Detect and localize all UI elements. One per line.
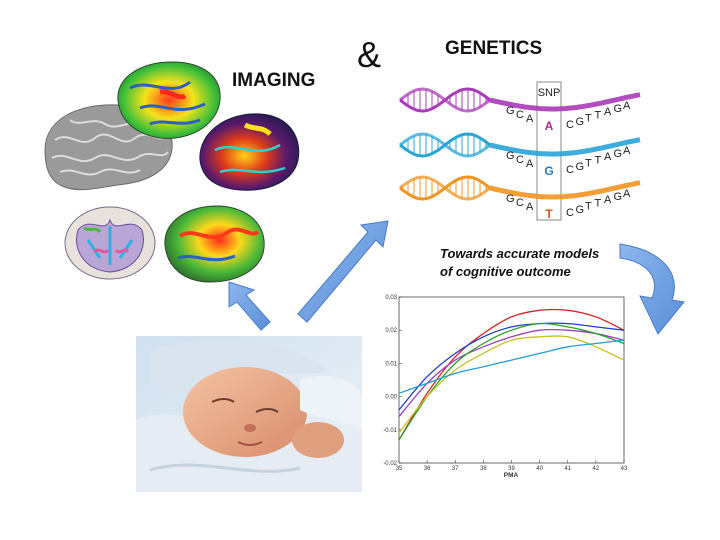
chart-xlabel: PMA — [504, 472, 519, 479]
dna-base: G — [506, 150, 515, 162]
x-tick-label: 40 — [536, 466, 543, 472]
models-caption: Towards accurate models of cognitive out… — [440, 245, 640, 281]
x-tick-label: 36 — [424, 466, 431, 472]
y-tick-label: 0.02 — [385, 328, 397, 334]
models-caption-line1: Towards accurate models — [440, 246, 600, 261]
cognitive-outcome-chart: 35 36 37 38 39 40 41 42 43 0.03 0.02 0.01 0.00 -0.01 -… — [383, 295, 628, 479]
x-tick-label: 41 — [564, 466, 571, 472]
brain-dti-coronal — [64, 206, 156, 280]
dna-base: G — [506, 105, 515, 117]
dna-base: C — [516, 197, 524, 209]
dna-base: A — [604, 106, 612, 118]
ampersand: & — [357, 34, 382, 75]
chart-frame — [398, 296, 625, 464]
dna-base: C — [566, 119, 574, 131]
arrow-to-imaging — [228, 281, 271, 331]
series-line-6 — [398, 339, 625, 394]
genetics-label: GENETICS — [445, 38, 543, 59]
imaging-label: IMAGING — [232, 70, 316, 91]
brain-heatmap-top — [117, 61, 221, 139]
y-tick-label: -0.02 — [383, 461, 397, 467]
dna-base: A — [623, 188, 631, 200]
x-tick-label: 39 — [508, 466, 515, 472]
dna-base: T — [595, 154, 602, 166]
dna-base: A — [604, 151, 612, 163]
x-tick-label: 35 — [396, 466, 403, 472]
dna-base: T — [595, 197, 602, 209]
brain-heatmap-lower — [164, 205, 265, 283]
snp-base: A — [545, 119, 554, 133]
series-line-1 — [398, 308, 625, 441]
dna-base: T — [585, 201, 592, 213]
dna-base: C — [566, 207, 574, 219]
y-tick-label: -0.01 — [383, 428, 397, 434]
dna-base: G — [614, 191, 623, 203]
dna-base: C — [516, 154, 524, 166]
dna-base: G — [506, 193, 515, 205]
snp-label: SNP — [538, 87, 561, 99]
dna-base: G — [576, 204, 585, 216]
dna-base: T — [595, 109, 602, 121]
dna-base: G — [576, 116, 585, 128]
dna-base: A — [526, 113, 534, 125]
x-tick-label: 43 — [621, 466, 628, 472]
x-tick-label: 42 — [593, 466, 600, 472]
dna-base: A — [623, 100, 631, 112]
x-tick-label: 38 — [480, 466, 487, 472]
x-tick-label: 37 — [452, 466, 459, 472]
infant-photo — [136, 336, 362, 492]
dna-base: T — [585, 113, 592, 125]
snp-base: G — [544, 164, 553, 178]
arrow-to-genetics — [297, 220, 389, 323]
y-tick-label: 0.03 — [385, 295, 397, 301]
dna-diagram: SNP G C A A C G T T A G AG C A G C G T T A G AG C A T C G T T A G A — [399, 81, 641, 221]
dna-base: A — [526, 158, 534, 170]
dna-base: C — [516, 109, 524, 121]
y-tick-label: 0.01 — [385, 361, 397, 367]
dna-base: A — [604, 194, 612, 206]
series-line-4 — [398, 322, 625, 441]
dna-base: G — [576, 161, 585, 173]
brain-heatmap-right — [199, 113, 300, 191]
dna-base: G — [614, 103, 623, 115]
series-line-3 — [398, 328, 625, 417]
arrow-curved-to-chart — [619, 243, 685, 335]
models-caption-line2: of cognitive outcome — [440, 264, 571, 279]
snp-base: T — [545, 207, 553, 221]
dna-base: T — [585, 158, 592, 170]
dna-base: C — [566, 164, 574, 176]
dna-base: A — [526, 201, 534, 213]
dna-base: G — [614, 148, 623, 160]
dna-base: A — [623, 145, 631, 157]
y-tick-label: 0.00 — [385, 395, 397, 401]
series-line-5 — [398, 335, 625, 434]
series-line-2 — [398, 322, 625, 411]
